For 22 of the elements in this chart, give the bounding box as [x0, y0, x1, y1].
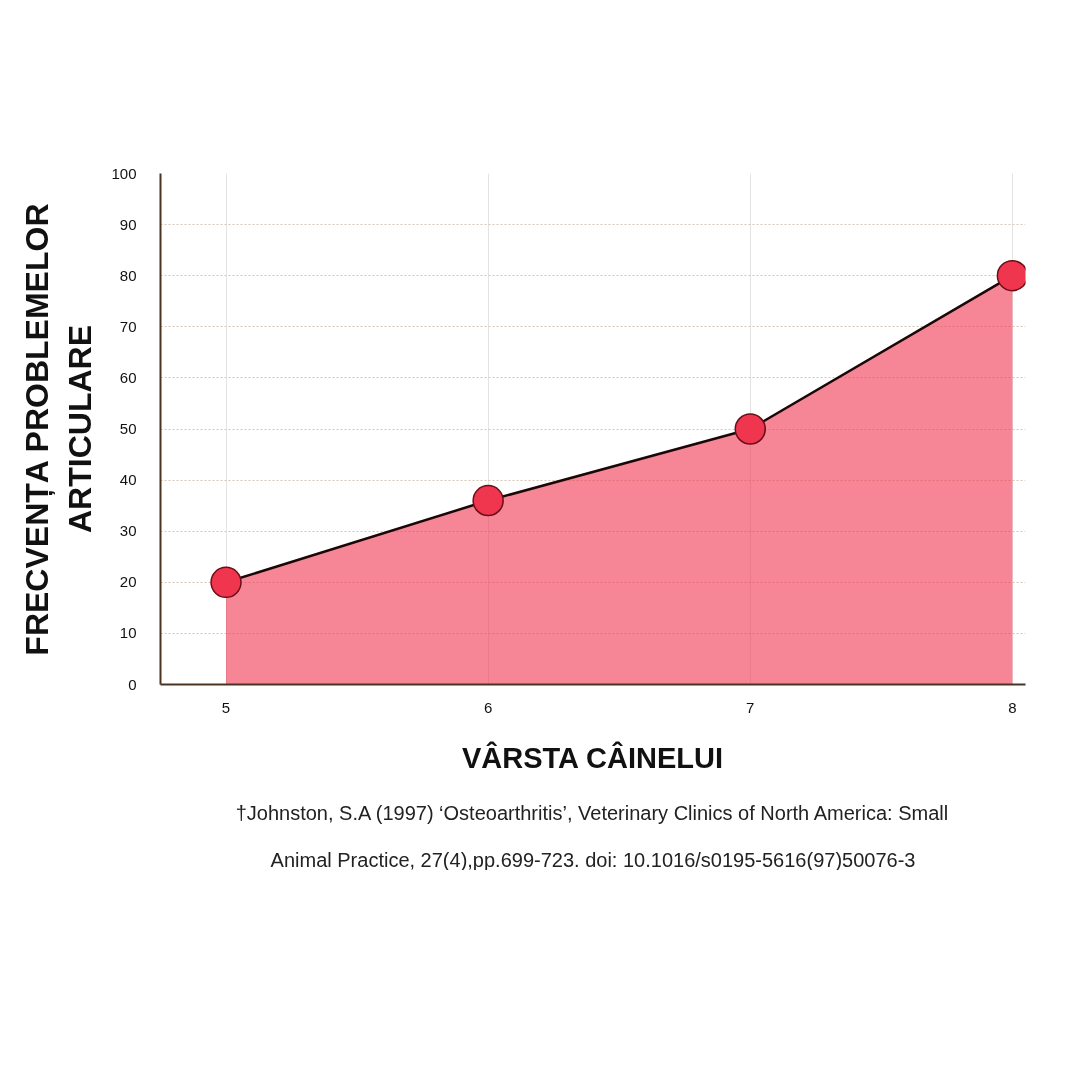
- y-axis-title: FRECVENȚA PROBLEMELOR ARTICULARE: [19, 203, 99, 656]
- y-tick-label: 70: [119, 317, 137, 335]
- x-tick-label: 5: [221, 698, 231, 716]
- y-tick-label: 80: [119, 266, 137, 284]
- y-tick-label: 30: [119, 522, 137, 540]
- y-tick-label: 20: [119, 573, 137, 591]
- point: [734, 413, 767, 445]
- y-tick-label: 50: [119, 420, 137, 437]
- y-tick-label: 10: [119, 624, 137, 642]
- point: [996, 259, 1026, 292]
- x-tick-label: 8: [1008, 698, 1017, 716]
- y-tick-label: 0: [128, 675, 137, 693]
- y-tick-label: 100: [111, 164, 137, 182]
- y-tick-label: 90: [119, 215, 137, 233]
- y-tick-label: 60: [119, 368, 137, 386]
- y-tick-label: 40: [119, 471, 137, 489]
- text: †Johnston, S.A (1997) ‘Osteoarthritis’, Veterinary Clinics of North America: Small Animal Practice, 27(4),pp.699-723. doi: 10.1016/s0195-5616(97)50076-3: [235, 801, 949, 871]
- x-axis-title: VÂRSTA CÂINELUI: [461, 740, 723, 774]
- x-tick-label: 6: [483, 698, 493, 716]
- point: [210, 566, 242, 599]
- point: [472, 484, 504, 517]
- x-tick-label: 7: [746, 698, 755, 716]
